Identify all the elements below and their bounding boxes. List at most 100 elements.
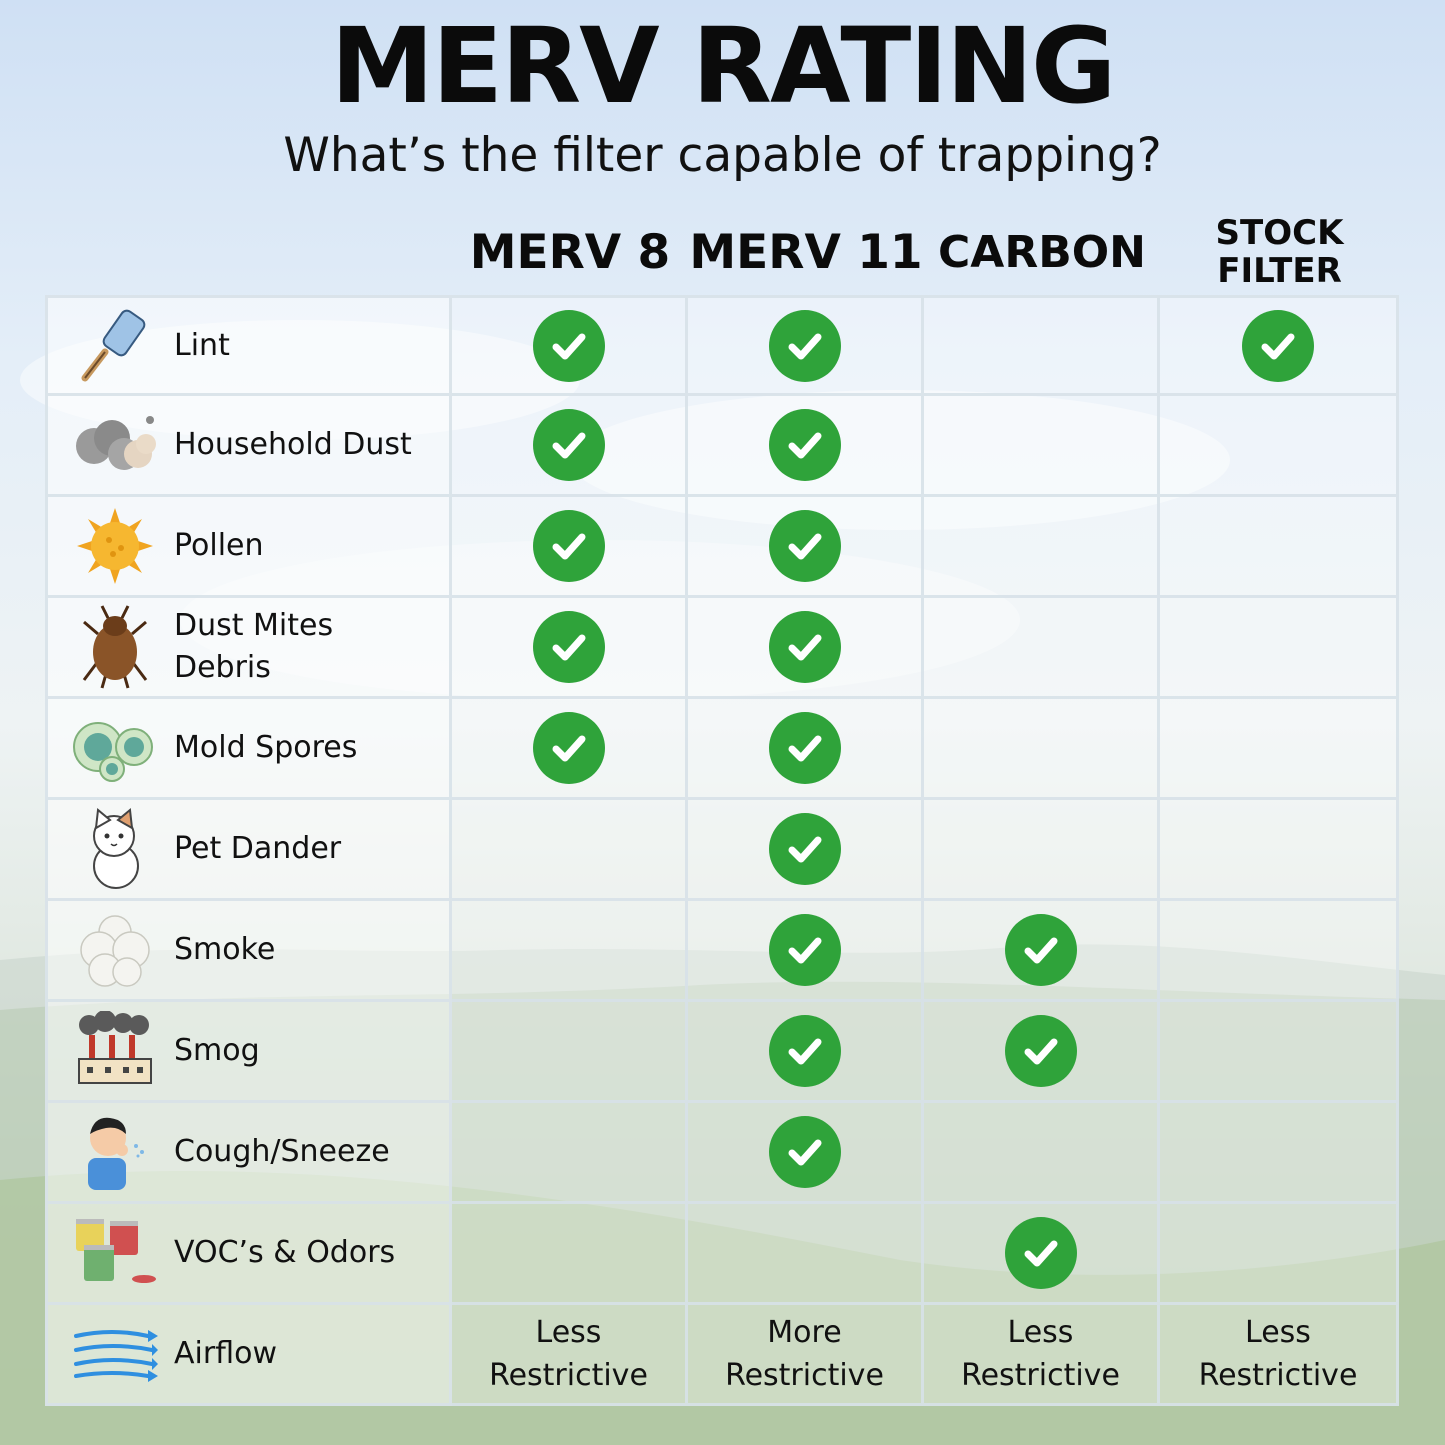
check-cell — [688, 396, 924, 497]
comparison-table: Lint Household Dust — [45, 295, 1399, 1413]
table-row: Smoke — [45, 901, 1399, 1002]
check-cell — [1160, 1204, 1399, 1305]
check-cell — [452, 497, 688, 598]
check-icon — [1004, 1217, 1077, 1289]
check-cell — [688, 901, 924, 1002]
page-subtitle: What’s the filter capable of trapping? — [283, 128, 1162, 183]
check-cell — [924, 497, 1160, 598]
check-cell — [452, 1002, 688, 1103]
check-cell — [924, 295, 1160, 396]
row-label: Smog — [174, 1033, 260, 1068]
table-row: Mold Spores — [45, 699, 1399, 800]
airflow-value-line2: Restrictive — [489, 1358, 648, 1393]
check-icon — [768, 510, 841, 582]
check-icon — [768, 914, 841, 986]
row-label-cell: Cough/Sneeze — [45, 1103, 452, 1204]
row-label-cell: Pet Dander — [45, 800, 452, 901]
check-icon — [532, 409, 605, 481]
airflow-cell: Less Restrictive — [1160, 1305, 1399, 1406]
table-row: VOC’s & Odors — [45, 1204, 1399, 1305]
check-icon — [1004, 914, 1077, 986]
row-label-cell: Pollen — [45, 497, 452, 598]
table-row: Cough/Sneeze — [45, 1103, 1399, 1204]
check-cell — [452, 396, 688, 497]
airflow-value-line1: Less — [1007, 1314, 1074, 1350]
check-cell — [1160, 1002, 1399, 1103]
row-label-cell: Smog — [45, 1002, 452, 1103]
table-row: Lint — [45, 295, 1399, 396]
check-icon — [1004, 1015, 1077, 1087]
row-label-cell: Smoke — [45, 901, 452, 1002]
check-cell — [1160, 598, 1399, 699]
check-cell — [452, 699, 688, 800]
table-row: Household Dust — [45, 396, 1399, 497]
check-cell — [688, 800, 924, 901]
table-row: Smog — [45, 1002, 1399, 1103]
check-cell — [1160, 901, 1399, 1002]
row-label-cell: Household Dust — [45, 396, 452, 497]
check-cell — [452, 901, 688, 1002]
check-cell — [688, 1204, 924, 1305]
row-label: Lint — [174, 327, 230, 363]
airflow-cell: More Restrictive — [688, 1305, 924, 1406]
column-header-stock-line2: FILTER — [1217, 251, 1342, 291]
row-label: Dust Mites Debris — [174, 605, 333, 689]
row-label: Smoke — [174, 932, 276, 967]
check-cell — [452, 800, 688, 901]
table-row: Dust Mites Debris — [45, 598, 1399, 699]
check-cell — [924, 1103, 1160, 1204]
column-header-carbon: CARBON — [938, 226, 1146, 278]
table-row: Pet Dander — [45, 800, 1399, 901]
check-icon — [532, 510, 605, 582]
airflow-value-line1: Less — [535, 1314, 602, 1350]
column-header-merv8: MERV 8 — [469, 224, 671, 280]
row-label: VOC’s & Odors — [174, 1235, 396, 1270]
check-icon — [768, 712, 841, 784]
row-label: Household Dust — [174, 427, 412, 462]
check-icon — [768, 1116, 841, 1188]
row-label: Pollen — [174, 528, 264, 563]
sneezing-person-icon — [70, 1109, 160, 1195]
factory-smog-icon — [70, 1008, 160, 1094]
check-cell — [688, 598, 924, 699]
airflow-value-line1: More — [767, 1314, 842, 1350]
check-icon — [768, 813, 841, 885]
airflow-value-line2: Restrictive — [961, 1358, 1120, 1393]
cat-icon — [70, 806, 160, 892]
row-label: Pet Dander — [174, 831, 342, 866]
check-icon — [768, 409, 841, 481]
check-cell — [924, 598, 1160, 699]
check-cell — [924, 901, 1160, 1002]
check-cell — [688, 295, 924, 396]
check-cell — [452, 1103, 688, 1204]
column-header-stock-line1: STOCK — [1215, 212, 1344, 253]
check-cell — [688, 1002, 924, 1103]
row-label-line2: Debris — [174, 650, 271, 685]
check-cell — [1160, 800, 1399, 901]
row-label: Mold Spores — [174, 730, 358, 765]
airflow-cell: Less Restrictive — [924, 1305, 1160, 1406]
check-cell — [924, 396, 1160, 497]
airflow-value-line1: Less — [1245, 1314, 1311, 1350]
check-cell — [924, 800, 1160, 901]
smoke-icon — [70, 907, 160, 993]
row-label-cell: Lint — [45, 295, 452, 396]
row-label-cell: Airflow — [45, 1305, 452, 1406]
check-cell — [1160, 497, 1399, 598]
check-icon — [532, 712, 605, 784]
lint-roller-icon — [70, 303, 160, 389]
check-cell — [688, 699, 924, 800]
mold-spores-icon — [70, 705, 160, 791]
page-title: MERV RATING — [330, 5, 1117, 127]
check-cell — [688, 1103, 924, 1204]
row-label: Cough/Sneeze — [174, 1134, 390, 1169]
dust-cloud-icon — [70, 402, 160, 488]
row-label-line1: Dust Mites — [174, 608, 334, 643]
check-cell — [452, 598, 688, 699]
check-cell — [924, 1204, 1160, 1305]
airflow-icon — [70, 1311, 160, 1397]
paint-cans-icon — [70, 1210, 160, 1296]
check-icon — [532, 611, 605, 683]
row-label: Airflow — [174, 1336, 277, 1371]
dust-mite-icon — [70, 604, 160, 690]
